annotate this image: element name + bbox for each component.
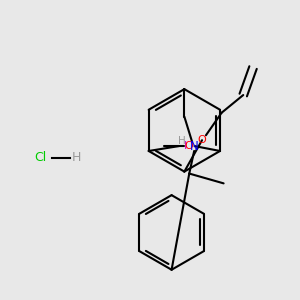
Text: I: I [184,141,187,151]
Text: H: H [178,136,185,146]
Text: O: O [184,141,193,151]
Text: N: N [190,140,199,153]
Text: H: H [72,152,81,164]
Text: O: O [198,135,206,145]
Text: Cl: Cl [34,152,46,164]
